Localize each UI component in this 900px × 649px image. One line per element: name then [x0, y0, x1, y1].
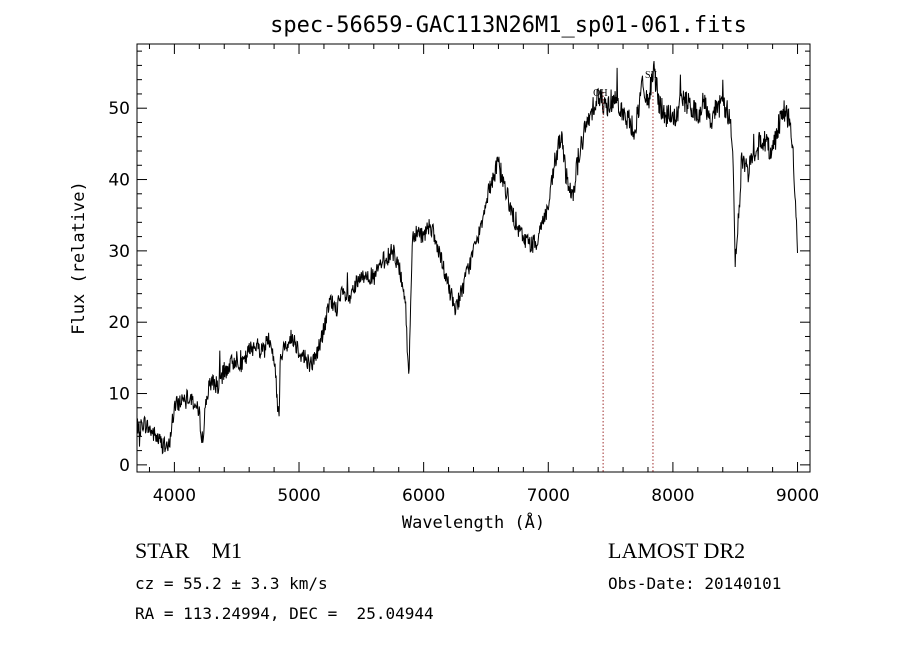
y-tick-label-10: 10 [108, 385, 130, 405]
x-tick-label-6000: 6000 [402, 486, 445, 506]
x-tick-label-5000: 5000 [277, 486, 320, 506]
y-tick-label-50: 50 [108, 99, 130, 119]
redshift-velocity: cz = 55.2 ± 3.3 km/s [135, 574, 328, 593]
spectrum-line [136, 60, 798, 455]
chart-title: spec-56659-GAC113N26M1_sp01-061.fits [270, 13, 747, 38]
marker-label-sii: SII [645, 70, 657, 81]
coordinates: RA = 113.24994, DEC = 25.04944 [135, 604, 434, 623]
y-tick-label-0: 0 [119, 456, 130, 476]
x-tick-label-7000: 7000 [527, 486, 570, 506]
y-tick-label-20: 20 [108, 313, 130, 333]
x-tick-label-4000: 4000 [153, 486, 196, 506]
marker-label-oh: OH [593, 88, 607, 99]
observation-date: Obs-Date: 20140101 [608, 574, 782, 593]
x-axis-label: Wavelength (Å) [402, 511, 545, 533]
y-tick-label-30: 30 [108, 242, 130, 262]
plot-frame [136, 43, 811, 473]
x-tick-label-8000: 8000 [651, 486, 694, 506]
object-class: STAR M1 [135, 538, 243, 563]
x-tick-label-9000: 9000 [776, 486, 819, 506]
y-axis-label: Flux (relative) [69, 181, 89, 335]
survey-name: LAMOST DR2 [608, 538, 746, 563]
y-tick-label-40: 40 [108, 171, 130, 191]
